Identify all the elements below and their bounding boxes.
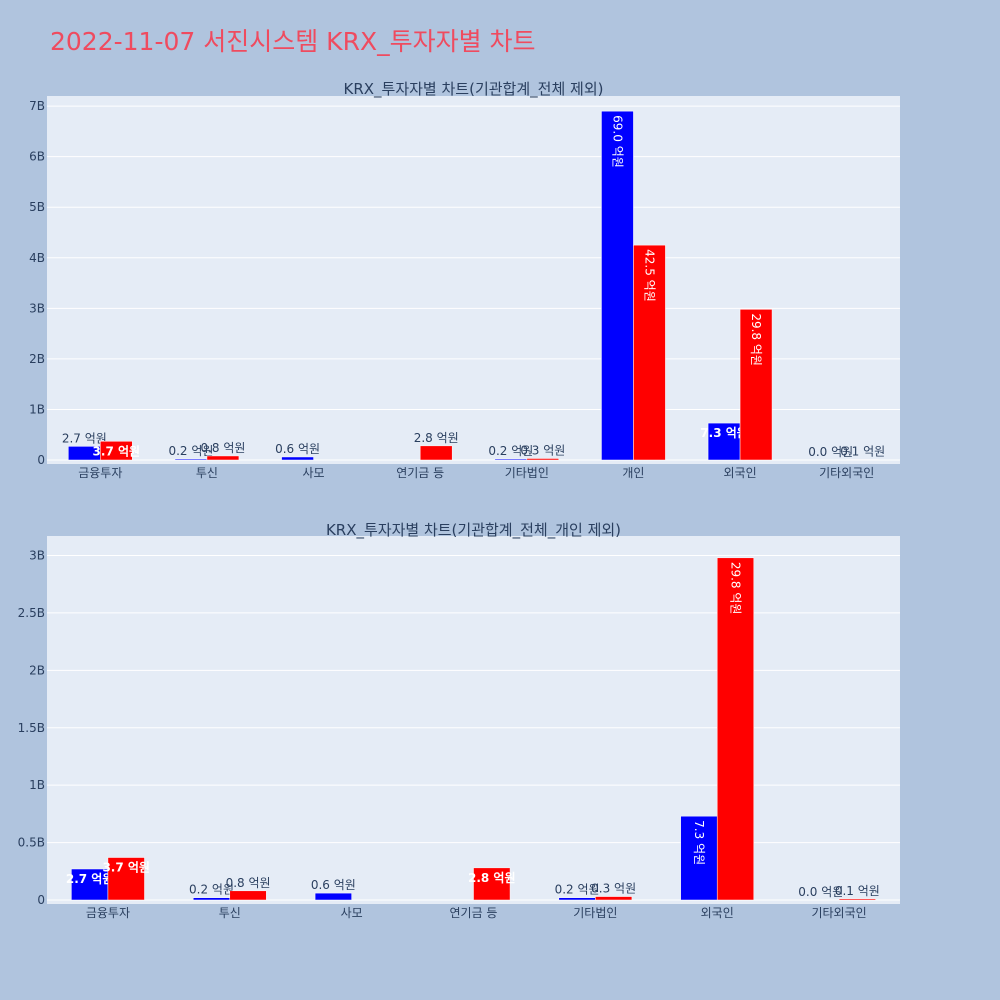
y-tick-label: 2B xyxy=(29,663,45,677)
bar xyxy=(846,459,879,461)
y-tick-label: 0 xyxy=(37,893,45,907)
x-tick-label: 외국인 xyxy=(701,906,734,920)
x-tick-label: 사모 xyxy=(341,906,363,920)
data-label: 42.5 억원 xyxy=(642,249,656,302)
x-tick-label: 투신 xyxy=(196,466,218,480)
y-tick-label: 2.5B xyxy=(18,606,45,620)
bar xyxy=(595,896,633,901)
x-tick-label: 연기금 등 xyxy=(396,466,444,480)
x-tick-label: 기타법인 xyxy=(573,906,617,920)
data-label: 2.8 억원 xyxy=(468,871,516,885)
y-tick-label: 3B xyxy=(29,549,45,563)
data-label: 3.7 억원 xyxy=(102,861,150,875)
data-label: 2.7 억원 xyxy=(66,872,114,886)
data-label: 0.1 억원 xyxy=(835,884,880,898)
y-tick-label: 1.5B xyxy=(18,721,45,735)
data-label: 7.3 억원 xyxy=(700,426,748,440)
bar xyxy=(601,110,634,461)
bar xyxy=(174,458,208,461)
data-label: 0.3 억원 xyxy=(520,443,565,457)
data-label: 0.0 억원 xyxy=(808,445,853,459)
y-tick-label: 0.5B xyxy=(18,836,45,850)
y-tick-label: 1B xyxy=(29,402,45,416)
y-tick-label: 3B xyxy=(29,301,45,315)
bar xyxy=(838,898,876,901)
page-title: 2022-11-07 서진시스템 KRX_투자자별 차트 xyxy=(50,27,536,56)
bar xyxy=(281,456,314,461)
x-tick-label: 기타외국인 xyxy=(811,906,866,920)
data-label: 0.2 억원 xyxy=(555,883,600,897)
x-tick-label: 금융투자 xyxy=(86,906,130,920)
x-tick-label: 연기금 등 xyxy=(450,906,498,920)
bar xyxy=(494,458,528,461)
bar xyxy=(526,458,560,461)
bar xyxy=(558,897,596,901)
y-tick-label: 7B xyxy=(29,99,45,113)
bar xyxy=(633,244,666,461)
chart-title: KRX_투자자별 차트(기관합계_전체_개인 제외) xyxy=(326,521,621,540)
chart-title: KRX_투자자별 차트(기관합계_전체 제외) xyxy=(344,80,604,99)
bar xyxy=(100,441,133,461)
data-label: 0.2 억원 xyxy=(168,444,213,458)
bar xyxy=(206,455,240,461)
data-label: 69.0 억원 xyxy=(610,115,624,168)
y-tick-label: 5B xyxy=(29,200,45,214)
data-label: 2.8 억원 xyxy=(414,431,459,445)
data-label: 0.1 억원 xyxy=(840,444,885,458)
data-label: 0.2 억원 xyxy=(189,883,234,897)
bar xyxy=(192,897,231,901)
bar xyxy=(107,857,145,901)
data-label: 0.8 억원 xyxy=(200,441,245,455)
data-label: 7.3 억원 xyxy=(692,820,706,865)
data-label: 0.0 억원 xyxy=(798,885,843,899)
y-tick-label: 2B xyxy=(29,352,45,366)
y-tick-label: 1B xyxy=(29,778,45,792)
y-tick-label: 6B xyxy=(29,150,45,164)
data-label: 0.3 억원 xyxy=(591,882,636,896)
data-label: 29.8 억원 xyxy=(728,562,742,615)
x-tick-label: 사모 xyxy=(303,466,325,480)
data-label: 3.7 억원 xyxy=(93,444,141,458)
bar xyxy=(229,890,267,901)
plot-area xyxy=(47,536,900,904)
x-tick-label: 금융투자 xyxy=(78,466,122,480)
data-label: 2.7 억원 xyxy=(62,431,107,445)
x-tick-label: 기타외국인 xyxy=(819,466,874,480)
x-tick-label: 기타법인 xyxy=(505,466,549,480)
data-label: 0.6 억원 xyxy=(311,878,356,892)
y-tick-label: 0 xyxy=(37,453,45,467)
bar xyxy=(707,422,741,461)
bar xyxy=(419,445,453,461)
data-label: 0.2 억원 xyxy=(488,444,533,458)
bar xyxy=(680,815,718,901)
data-label: 29.8 억원 xyxy=(749,313,763,366)
x-tick-label: 개인 xyxy=(622,466,644,480)
y-tick-label: 4B xyxy=(29,251,45,265)
data-label: 0.6 억원 xyxy=(275,442,320,456)
bar xyxy=(739,309,773,461)
bar xyxy=(314,892,352,901)
data-label: 0.8 억원 xyxy=(226,876,271,890)
bar xyxy=(716,557,755,901)
x-tick-label: 외국인 xyxy=(724,466,757,480)
x-tick-label: 투신 xyxy=(219,906,241,920)
bar xyxy=(473,867,511,901)
